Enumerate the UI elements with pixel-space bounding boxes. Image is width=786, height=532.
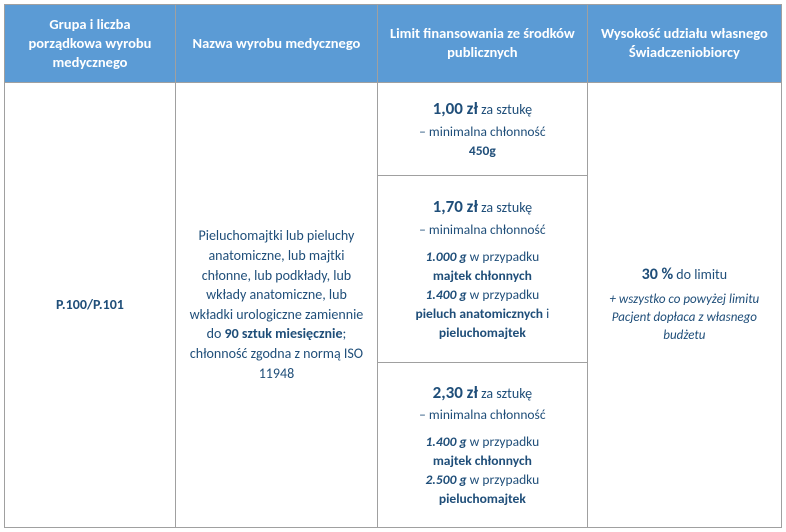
d1-text-2: w przypadku — [467, 248, 540, 265]
header-col-group: Grupa i liczba porządkowa wyrobu medyczn… — [5, 5, 176, 83]
limit-cell-2: 1,70 zł za sztukę – minimalna chłonność … — [377, 176, 587, 362]
header-row: Grupa i liczba porządkowa wyrobu medyczn… — [5, 5, 782, 83]
table-row: P.100/P.101 Pieluchomajtki lub pieluchy … — [5, 82, 782, 176]
desc-bold1: 90 sztuk miesięcznie — [225, 325, 343, 342]
header-col-limit: Limit finansowania ze środków publicznyc… — [377, 5, 587, 83]
header-col-name: Nazwa wyrobu medycznego — [175, 5, 377, 83]
d1-weight-3: 1.400 g — [425, 433, 466, 450]
price-2: 1,70 zł — [433, 196, 478, 217]
d2-bold-2: pieluch anatomicznych — [415, 305, 543, 322]
share-cell: 30 % do limitu + wszystko co powyżej lim… — [587, 82, 781, 527]
share-note: + wszystko co powyżej limitu Pacjent dop… — [600, 291, 769, 346]
d1-bold-2: majtek chłonnych — [433, 267, 532, 284]
limit-cell-1: 1,00 zł za sztukę – minimalna chłonność … — [377, 82, 587, 176]
d1-bold-3: majtek chłonnych — [433, 452, 532, 469]
product-description: Pieluchomajtki lub pieluchy anatomiczne,… — [175, 82, 377, 527]
share-percent: 30 % — [642, 265, 674, 284]
unit-1: za sztukę — [478, 101, 532, 118]
d2-bold-3: pieluchomajtek — [439, 490, 526, 507]
d1-text-3: w przypadku — [467, 433, 540, 450]
product-code: P.100/P.101 — [5, 82, 176, 527]
d2-text-2: w przypadku — [467, 286, 540, 303]
header-col-share: Wysokość udziału własnego Świadczeniobio… — [587, 5, 781, 83]
d2-text-3: w przypadku — [467, 471, 540, 488]
medical-product-table: Grupa i liczba porządkowa wyrobu medyczn… — [4, 4, 782, 528]
d2-weight-3: 2.500 g — [425, 471, 466, 488]
unit-2: za sztukę — [478, 199, 532, 216]
price-3: 2,30 zł — [433, 382, 478, 403]
subline-1: – minimalna chłonność — [419, 123, 545, 140]
share-percent-sub: do limitu — [673, 266, 727, 283]
d2-bold2-2: pieluchomajtek — [439, 324, 526, 341]
d2-weight-2: 1.400 g — [425, 286, 466, 303]
subline-3: – minimalna chłonność — [390, 406, 575, 425]
subline-2: – minimalna chłonność — [390, 221, 575, 240]
limit-cell-3: 2,30 zł za sztukę – minimalna chłonność … — [377, 362, 587, 527]
d1-weight-2: 1.000 g — [425, 248, 466, 265]
price-1: 1,00 zł — [433, 98, 478, 119]
d2-and-2: i — [543, 305, 549, 322]
unit-3: za sztukę — [478, 385, 532, 402]
weight-1: 450g — [390, 142, 575, 161]
